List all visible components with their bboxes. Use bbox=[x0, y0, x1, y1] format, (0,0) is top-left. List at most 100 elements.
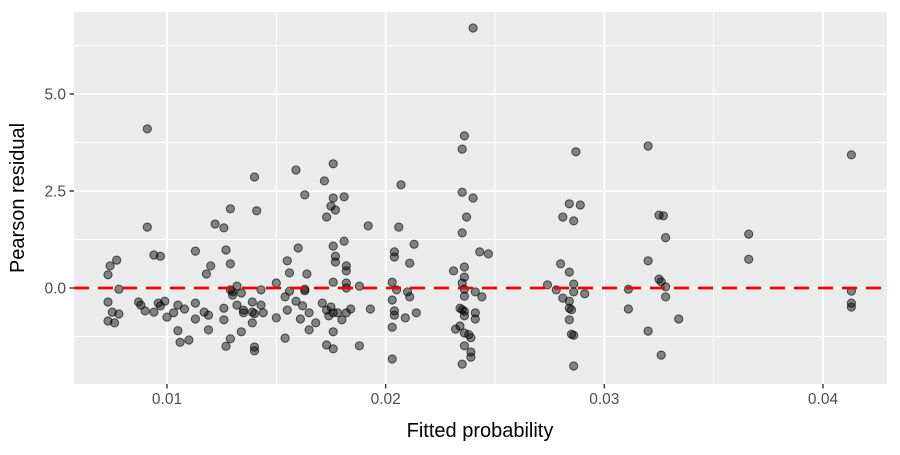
data-point bbox=[387, 322, 397, 332]
data-point bbox=[451, 324, 461, 334]
data-point bbox=[232, 300, 242, 310]
data-point bbox=[109, 318, 120, 328]
data-point bbox=[448, 266, 459, 276]
y-axis-title: Pearson residual bbox=[7, 123, 29, 273]
data-point bbox=[556, 259, 566, 269]
data-point bbox=[402, 287, 413, 297]
data-point bbox=[405, 258, 415, 268]
data-point bbox=[190, 314, 200, 324]
data-point bbox=[466, 347, 476, 357]
y-tick-label: 2.5 bbox=[44, 183, 66, 200]
data-point bbox=[210, 219, 220, 229]
data-point bbox=[457, 187, 467, 197]
data-point bbox=[328, 277, 338, 287]
data-point bbox=[282, 256, 292, 266]
data-point bbox=[411, 308, 421, 318]
data-point bbox=[225, 259, 235, 269]
data-point bbox=[744, 254, 754, 264]
x-tick-label: 0.01 bbox=[152, 391, 182, 408]
data-point bbox=[236, 327, 246, 337]
data-point bbox=[643, 141, 653, 151]
data-point bbox=[282, 305, 292, 315]
data-point bbox=[643, 326, 653, 336]
data-point bbox=[304, 325, 314, 335]
data-point bbox=[190, 298, 200, 308]
data-point bbox=[219, 315, 229, 325]
x-tick-label: 0.03 bbox=[589, 391, 619, 408]
data-point bbox=[354, 341, 364, 351]
data-point bbox=[206, 261, 216, 271]
data-point bbox=[112, 255, 122, 265]
data-point bbox=[466, 352, 476, 362]
data-point bbox=[162, 312, 172, 322]
data-point bbox=[346, 304, 356, 314]
data-point bbox=[394, 222, 404, 232]
data-point bbox=[271, 313, 281, 323]
data-point bbox=[103, 297, 113, 307]
data-point bbox=[459, 131, 469, 141]
data-point bbox=[558, 212, 568, 222]
data-point bbox=[293, 243, 303, 253]
panel-background bbox=[74, 12, 887, 384]
y-tick-label: 0.0 bbox=[44, 281, 66, 298]
data-point bbox=[846, 150, 857, 160]
data-point bbox=[105, 261, 115, 271]
data-point bbox=[354, 281, 364, 291]
data-point bbox=[477, 292, 487, 302]
x-axis-title: Fitted probability bbox=[407, 420, 554, 442]
data-point bbox=[459, 306, 469, 316]
data-point bbox=[140, 306, 150, 316]
data-point bbox=[258, 308, 268, 318]
data-point bbox=[328, 241, 338, 251]
data-point bbox=[311, 318, 321, 328]
data-point bbox=[142, 222, 152, 232]
data-point bbox=[328, 193, 338, 203]
data-point bbox=[569, 216, 579, 226]
data-point bbox=[142, 124, 152, 134]
data-point bbox=[569, 361, 579, 371]
data-point bbox=[564, 267, 574, 277]
data-point bbox=[475, 247, 485, 257]
data-point bbox=[322, 212, 332, 222]
data-point bbox=[396, 180, 406, 190]
data-point bbox=[387, 277, 397, 287]
x-tick-label: 0.04 bbox=[808, 391, 839, 408]
data-point bbox=[249, 346, 260, 356]
data-point bbox=[483, 249, 493, 259]
x-tick-label: 0.02 bbox=[371, 391, 401, 408]
data-point bbox=[566, 305, 577, 315]
data-point bbox=[365, 304, 375, 314]
data-point bbox=[409, 239, 419, 249]
data-point bbox=[575, 200, 585, 210]
data-point bbox=[330, 205, 340, 215]
data-point bbox=[249, 172, 260, 182]
data-point bbox=[155, 251, 165, 261]
data-point bbox=[291, 165, 301, 175]
data-point bbox=[569, 287, 579, 297]
data-point bbox=[256, 300, 266, 310]
axes: 0.01 0.02 0.03 0.04 0.0 2.5 5.0 bbox=[44, 86, 838, 408]
data-point bbox=[302, 269, 312, 279]
data-point bbox=[571, 147, 581, 157]
data-point bbox=[341, 261, 351, 271]
data-point bbox=[280, 333, 290, 343]
data-point bbox=[179, 304, 190, 314]
data-point bbox=[341, 266, 351, 276]
data-point bbox=[542, 280, 553, 290]
data-point bbox=[468, 23, 478, 33]
data-point bbox=[300, 190, 310, 200]
data-point bbox=[169, 308, 179, 318]
data-point bbox=[219, 303, 229, 313]
data-point bbox=[569, 330, 579, 340]
gridlines bbox=[74, 12, 887, 384]
data-point bbox=[238, 308, 249, 318]
data-point bbox=[175, 337, 185, 347]
data-point bbox=[225, 204, 235, 214]
data-point bbox=[337, 315, 347, 325]
data-point bbox=[459, 311, 469, 321]
data-point bbox=[400, 313, 410, 323]
data-point bbox=[252, 206, 262, 216]
data-point bbox=[658, 211, 669, 221]
